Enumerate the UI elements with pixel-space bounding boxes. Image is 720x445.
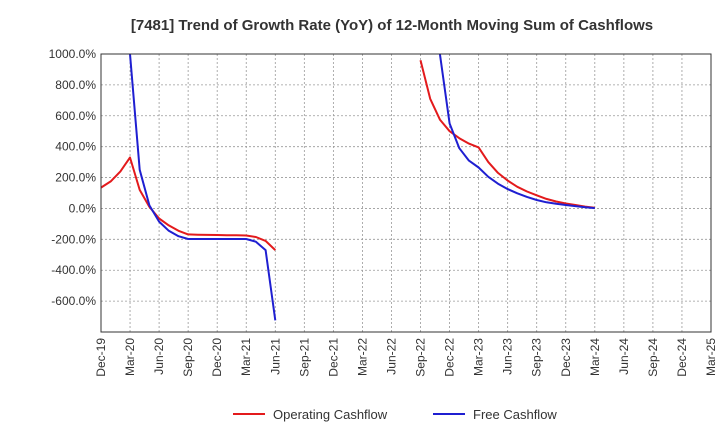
y-tick-label: 1000.0%	[49, 47, 97, 61]
grid-layer	[100, 53, 712, 332]
y-axis: -600.0% -400.0% -200.0% 0.0% 200.0% 400.0% 600…	[49, 47, 97, 308]
y-tick-label: -400.0%	[51, 263, 96, 277]
x-tick-label: Sep-22	[414, 338, 428, 377]
free-cashflow-line	[129, 54, 277, 321]
x-tick-label: Jun-20	[152, 338, 166, 375]
plot-area	[101, 54, 595, 321]
legend-label-operating-cashflow: Operating Cashflow	[273, 407, 388, 422]
x-tick-label: Jun-22	[384, 338, 398, 375]
x-tick-label: Sep-23	[530, 338, 544, 377]
x-tick-label: Dec-22	[443, 338, 457, 377]
x-tick-label: Jun-21	[268, 338, 282, 375]
x-tick-label: Dec-24	[675, 338, 689, 377]
y-tick-label: -600.0%	[51, 294, 96, 308]
x-tick-label: Sep-24	[646, 338, 660, 377]
free-cashflow-line	[438, 54, 595, 210]
operating-cashflow-line	[419, 59, 595, 209]
x-tick-label: Mar-20	[123, 338, 137, 376]
x-tick-label: Mar-21	[239, 338, 253, 376]
x-tick-label: Mar-23	[472, 338, 486, 376]
legend-label-free-cashflow: Free Cashflow	[473, 407, 557, 422]
x-tick-label: Sep-20	[181, 338, 195, 377]
y-tick-label: 0.0%	[69, 201, 97, 215]
x-tick-label: Dec-23	[559, 338, 573, 377]
x-tick-label: Dec-21	[326, 338, 340, 377]
y-tick-label: 200.0%	[55, 171, 96, 185]
series-layer	[101, 54, 595, 321]
x-tick-label: Mar-25	[704, 338, 718, 376]
x-axis: Dec-19 Mar-20 Jun-20 Sep-20 Dec-20 Mar-21 Jun-…	[94, 338, 718, 377]
operating-cashflow-line	[101, 156, 276, 251]
y-tick-label: 800.0%	[55, 78, 96, 92]
chart-title: [7481] Trend of Growth Rate (YoY) of 12-…	[131, 17, 653, 34]
legend: Operating Cashflow Free Cashflow	[233, 407, 557, 422]
x-tick-label: Mar-24	[588, 338, 602, 376]
x-tick-label: Mar-22	[355, 338, 369, 376]
x-tick-label: Jun-24	[617, 338, 631, 375]
x-tick-label: Sep-21	[297, 338, 311, 377]
y-tick-label: 400.0%	[55, 140, 96, 154]
x-tick-label: Dec-19	[94, 338, 108, 377]
x-tick-label: Jun-23	[501, 338, 515, 375]
plot-frame	[100, 53, 712, 333]
x-tick-label: Dec-20	[210, 338, 224, 377]
y-tick-label: -200.0%	[51, 232, 96, 246]
y-tick-label: 600.0%	[55, 109, 96, 123]
